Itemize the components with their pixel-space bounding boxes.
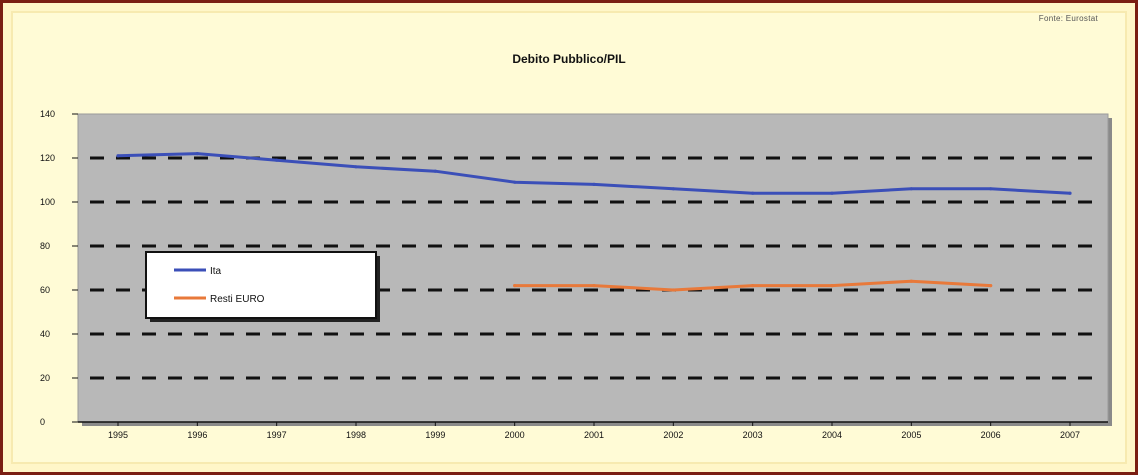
x-tick-label: 2000 bbox=[505, 430, 525, 440]
data-point bbox=[513, 284, 516, 287]
data-point bbox=[354, 165, 357, 168]
y-tick-label: 40 bbox=[40, 329, 50, 339]
x-tick-label: 2006 bbox=[981, 430, 1001, 440]
x-tick-label: 2001 bbox=[584, 430, 604, 440]
legend-label-0: Ita bbox=[210, 266, 222, 277]
x-tick-label: 1998 bbox=[346, 430, 366, 440]
data-point bbox=[989, 284, 992, 287]
legend-box bbox=[146, 252, 376, 318]
x-tick-label: 2003 bbox=[743, 430, 763, 440]
x-tick-label: 2005 bbox=[901, 430, 921, 440]
data-point bbox=[1068, 192, 1071, 195]
y-tick-label: 60 bbox=[40, 285, 50, 295]
data-point bbox=[672, 187, 675, 190]
x-tick-label: 1996 bbox=[187, 430, 207, 440]
data-point bbox=[830, 284, 833, 287]
x-tick-label: 1995 bbox=[108, 430, 128, 440]
data-point bbox=[196, 152, 199, 155]
y-tick-label: 140 bbox=[40, 109, 55, 119]
data-point bbox=[751, 284, 754, 287]
y-tick-label: 20 bbox=[40, 373, 50, 383]
data-point bbox=[672, 288, 675, 291]
data-point bbox=[592, 183, 595, 186]
data-point bbox=[513, 181, 516, 184]
x-tick-label: 2007 bbox=[1060, 430, 1080, 440]
data-point bbox=[434, 170, 437, 173]
y-tick-label: 80 bbox=[40, 241, 50, 251]
y-tick-label: 100 bbox=[40, 197, 55, 207]
x-tick-label: 2002 bbox=[663, 430, 683, 440]
data-point bbox=[592, 284, 595, 287]
data-point bbox=[910, 280, 913, 283]
data-point bbox=[116, 154, 119, 157]
data-point bbox=[910, 187, 913, 190]
y-tick-label: 120 bbox=[40, 153, 55, 163]
x-tick-label: 2004 bbox=[822, 430, 842, 440]
data-point bbox=[275, 159, 278, 162]
y-tick-label: 0 bbox=[40, 417, 45, 427]
x-tick-label: 1997 bbox=[267, 430, 287, 440]
data-point bbox=[830, 192, 833, 195]
data-point bbox=[989, 187, 992, 190]
x-tick-label: 1999 bbox=[425, 430, 445, 440]
legend-label-1: Resti EURO bbox=[210, 294, 265, 305]
data-point bbox=[751, 192, 754, 195]
